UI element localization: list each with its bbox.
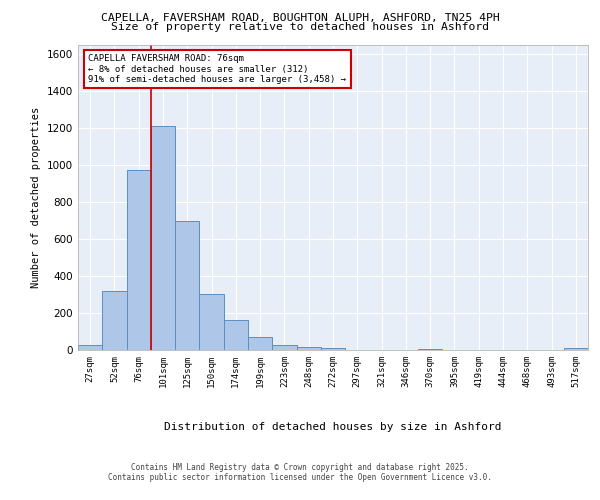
Bar bbox=[321, 348, 345, 350]
Bar bbox=[224, 320, 248, 350]
Bar bbox=[272, 345, 296, 350]
Text: CAPELLA FAVERSHAM ROAD: 76sqm
← 8% of detached houses are smaller (312)
91% of s: CAPELLA FAVERSHAM ROAD: 76sqm ← 8% of de… bbox=[88, 54, 346, 84]
Text: Contains public sector information licensed under the Open Government Licence v3: Contains public sector information licen… bbox=[108, 472, 492, 482]
Bar bbox=[102, 291, 127, 350]
Bar bbox=[78, 346, 102, 350]
Bar bbox=[296, 346, 321, 350]
Text: Size of property relative to detached houses in Ashford: Size of property relative to detached ho… bbox=[111, 22, 489, 32]
Bar bbox=[151, 126, 175, 350]
Bar bbox=[199, 294, 224, 350]
Bar bbox=[248, 337, 272, 350]
Text: Distribution of detached houses by size in Ashford: Distribution of detached houses by size … bbox=[164, 422, 502, 432]
Bar bbox=[127, 170, 151, 350]
Bar bbox=[418, 348, 442, 350]
Bar bbox=[175, 220, 199, 350]
Text: CAPELLA, FAVERSHAM ROAD, BOUGHTON ALUPH, ASHFORD, TN25 4PH: CAPELLA, FAVERSHAM ROAD, BOUGHTON ALUPH,… bbox=[101, 12, 499, 22]
Y-axis label: Number of detached properties: Number of detached properties bbox=[31, 107, 41, 288]
Bar bbox=[564, 348, 588, 350]
Text: Contains HM Land Registry data © Crown copyright and database right 2025.: Contains HM Land Registry data © Crown c… bbox=[131, 462, 469, 471]
